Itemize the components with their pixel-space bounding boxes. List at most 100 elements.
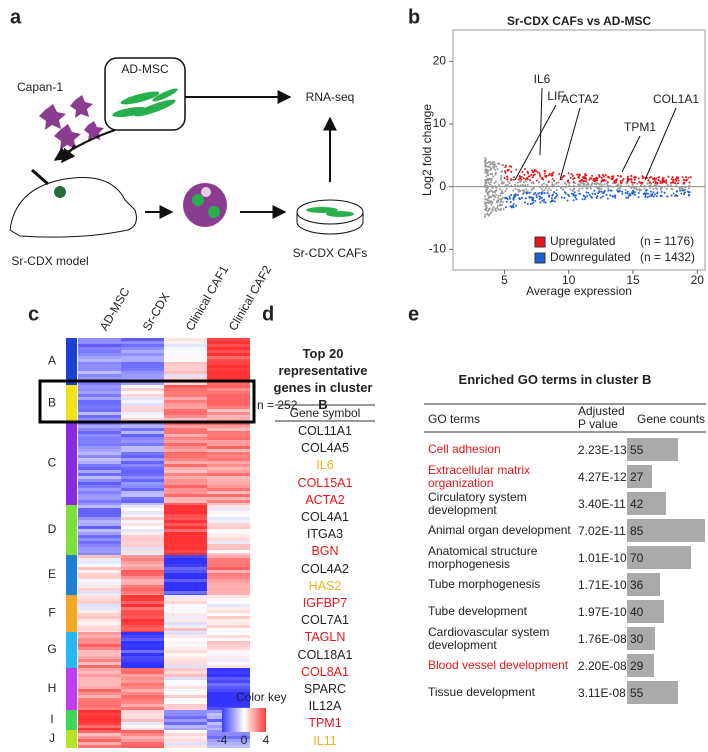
point (626, 190, 629, 193)
point (675, 184, 678, 187)
point (492, 175, 495, 178)
cluster-bar (66, 632, 77, 668)
heat-cell (207, 680, 250, 683)
point (489, 181, 492, 184)
heat-cell (207, 431, 250, 434)
heat-cell (78, 668, 121, 671)
heat-cell (207, 538, 250, 541)
point (633, 181, 636, 184)
heat-cell (207, 434, 250, 437)
heat-cell (78, 526, 121, 529)
heat-cell (207, 359, 250, 362)
point (631, 189, 634, 192)
point (604, 179, 607, 182)
heat-cell (164, 707, 207, 710)
gene: HAS2 (308, 578, 342, 593)
gene: COL18A1 (297, 647, 353, 662)
point (671, 188, 674, 191)
point (584, 172, 587, 175)
heat-cell (121, 479, 164, 482)
heat-cell (121, 550, 164, 553)
point (485, 189, 488, 192)
point (534, 199, 537, 202)
heat-cell (207, 686, 250, 689)
heat-cell (78, 428, 121, 431)
point (517, 190, 520, 193)
heat-cell (207, 467, 250, 470)
heat-cell (164, 374, 207, 377)
point (506, 178, 509, 181)
point (522, 177, 525, 180)
heat-cell (164, 674, 207, 677)
point (687, 187, 690, 190)
heat-cell (78, 662, 121, 665)
point (635, 188, 638, 191)
heat-cell (121, 595, 164, 598)
point (486, 177, 489, 180)
y-tick-label: 20 (433, 54, 447, 68)
heat-cell (78, 464, 121, 467)
point (652, 195, 655, 198)
heat-cell (207, 520, 250, 523)
heat-cell (207, 547, 250, 550)
point (656, 181, 659, 184)
heat-cell (207, 701, 250, 704)
heat-cell (78, 628, 121, 631)
point (582, 182, 585, 185)
point (683, 181, 686, 184)
heat-cell (164, 591, 207, 594)
point (599, 182, 602, 185)
point (485, 165, 488, 168)
point (615, 178, 618, 181)
point (621, 190, 624, 193)
heat-cell (121, 665, 164, 668)
point (484, 158, 487, 161)
point (491, 186, 494, 189)
point (595, 183, 598, 186)
point (663, 191, 666, 194)
point (487, 165, 490, 168)
heat-cell (121, 561, 164, 564)
heat-cell (207, 659, 250, 662)
heat-cell (121, 677, 164, 680)
heat-cell (164, 535, 207, 538)
point (604, 174, 607, 177)
gene: COL15A1 (297, 475, 353, 490)
heat-cell (207, 473, 250, 476)
heat-cell (121, 625, 164, 628)
heat-cell (121, 494, 164, 497)
heat-cell (207, 403, 250, 406)
heat-cell (78, 604, 121, 607)
point (567, 193, 570, 196)
go-pvalue: 1.01E-10 (578, 550, 627, 565)
heat-cell (207, 736, 250, 739)
point (485, 198, 488, 201)
point (682, 178, 685, 181)
point (585, 185, 588, 188)
point (585, 178, 588, 181)
legend-swatch (534, 236, 546, 248)
go-term: Tissue development (428, 685, 535, 699)
heat-cell (78, 505, 121, 508)
heat-cell (121, 356, 164, 359)
heat-cell (164, 467, 207, 470)
go-title: Enriched GO terms in cluster B (458, 372, 652, 387)
heat-cell (164, 713, 207, 716)
point (617, 187, 620, 190)
point (501, 196, 504, 199)
heat-cell (121, 632, 164, 635)
go-header: Gene counts (637, 412, 706, 426)
point (571, 174, 574, 177)
point (503, 170, 506, 173)
point (624, 188, 627, 191)
point (487, 214, 490, 217)
heat-cell (78, 710, 121, 713)
heat-cell (207, 344, 250, 347)
point (688, 181, 691, 184)
heat-cell (207, 394, 250, 397)
point (593, 189, 596, 192)
heat-cell (78, 467, 121, 470)
heat-cell (121, 689, 164, 692)
point (581, 187, 584, 190)
heat-cell (207, 505, 250, 508)
